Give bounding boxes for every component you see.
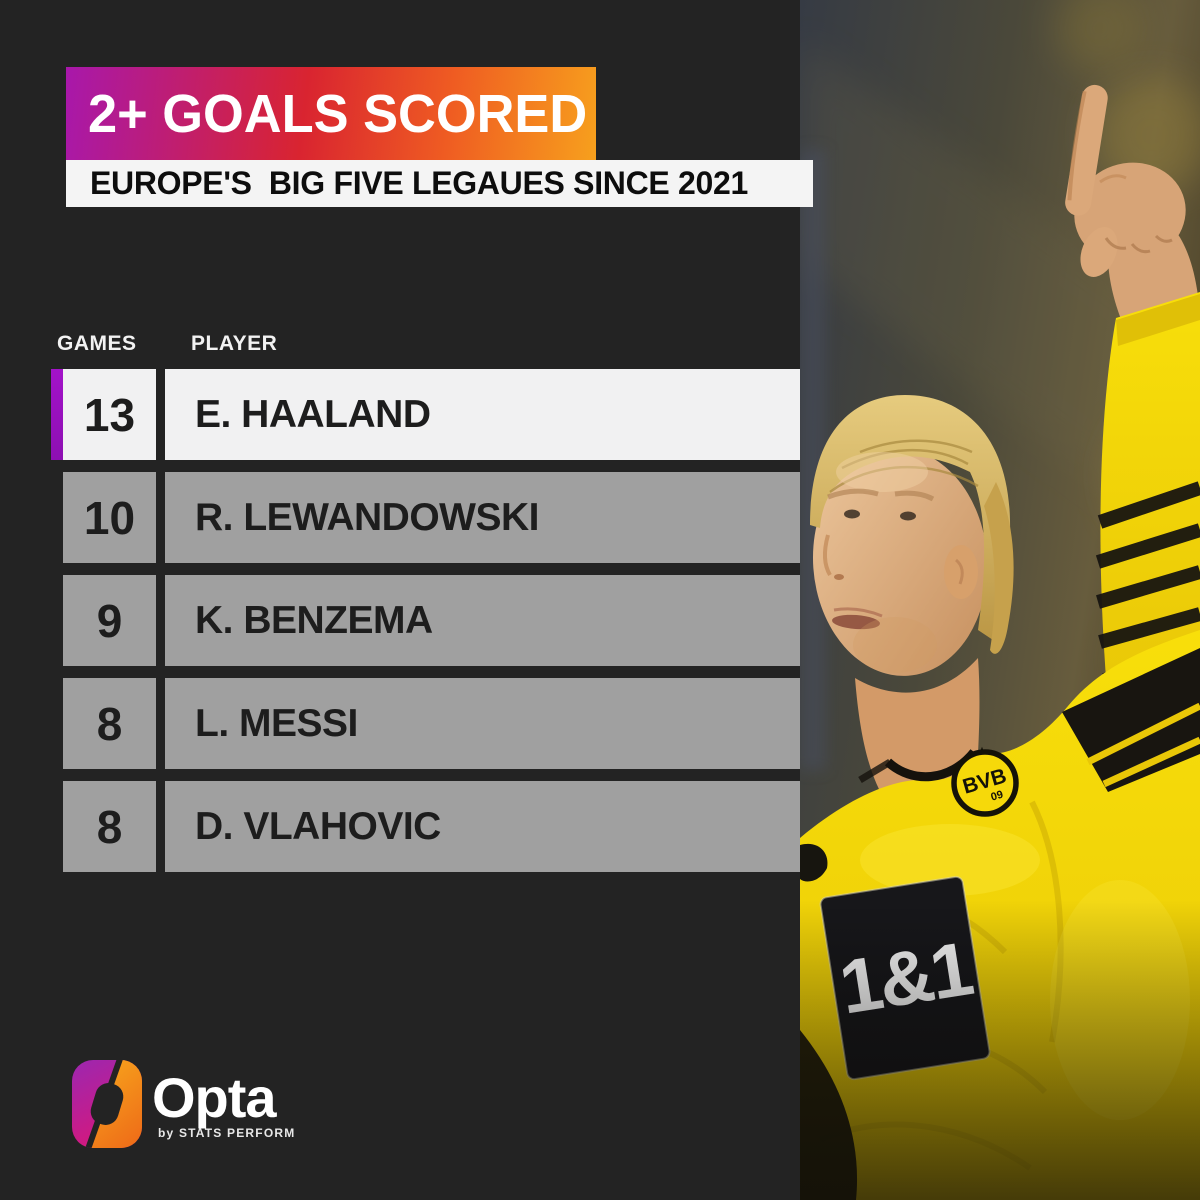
table-row: 13 E. HAALAND bbox=[51, 369, 800, 460]
page-title: 2+ GOALS SCORED bbox=[88, 83, 588, 144]
stats-table: 13 E. HAALAND 10 R. LEWANDOWSKI 9 K. BEN… bbox=[51, 369, 800, 884]
page-subtitle: EUROPE'S BIG FIVE LEGAUES SINCE 2021 bbox=[66, 160, 813, 207]
column-header-games: GAMES bbox=[57, 332, 137, 355]
games-value: 13 bbox=[63, 369, 156, 460]
player-head bbox=[810, 395, 1014, 676]
games-value: 10 bbox=[63, 472, 156, 563]
player-name: D. VLAHOVIC bbox=[165, 781, 800, 872]
title-banner: 2+ GOALS SCORED bbox=[66, 67, 596, 160]
highlight-accent-bar bbox=[51, 369, 63, 460]
opta-byline: by STATS PERFORM bbox=[158, 1126, 296, 1140]
table-row: 8 L. MESSI bbox=[51, 678, 800, 769]
player-name: K. BENZEMA bbox=[165, 575, 800, 666]
games-value: 8 bbox=[63, 781, 156, 872]
puma-logo-icon bbox=[800, 843, 828, 882]
svg-text:09: 09 bbox=[990, 789, 1005, 804]
opta-logo-icon bbox=[72, 1060, 142, 1148]
games-value: 9 bbox=[63, 575, 156, 666]
table-row: 9 K. BENZEMA bbox=[51, 575, 800, 666]
games-value: 8 bbox=[63, 678, 156, 769]
pointing-hand bbox=[1065, 84, 1198, 322]
bvb-crest-icon: BVB 09 bbox=[951, 746, 1019, 817]
opta-wordmark: Opta bbox=[152, 1066, 277, 1129]
column-header-player: PLAYER bbox=[191, 332, 278, 355]
player-name: R. LEWANDOWSKI bbox=[165, 472, 800, 563]
player-photo: BVB 09 1&1 bbox=[800, 0, 1200, 1200]
hair bbox=[810, 395, 1011, 642]
table-row: 8 D. VLAHOVIC bbox=[51, 781, 800, 872]
player-name: E. HAALAND bbox=[165, 369, 800, 460]
table-row: 10 R. LEWANDOWSKI bbox=[51, 472, 800, 563]
jersey-sleeve bbox=[1095, 292, 1200, 704]
player-name: L. MESSI bbox=[165, 678, 800, 769]
opta-branding: Opta by STATS PERFORM bbox=[72, 1060, 294, 1153]
